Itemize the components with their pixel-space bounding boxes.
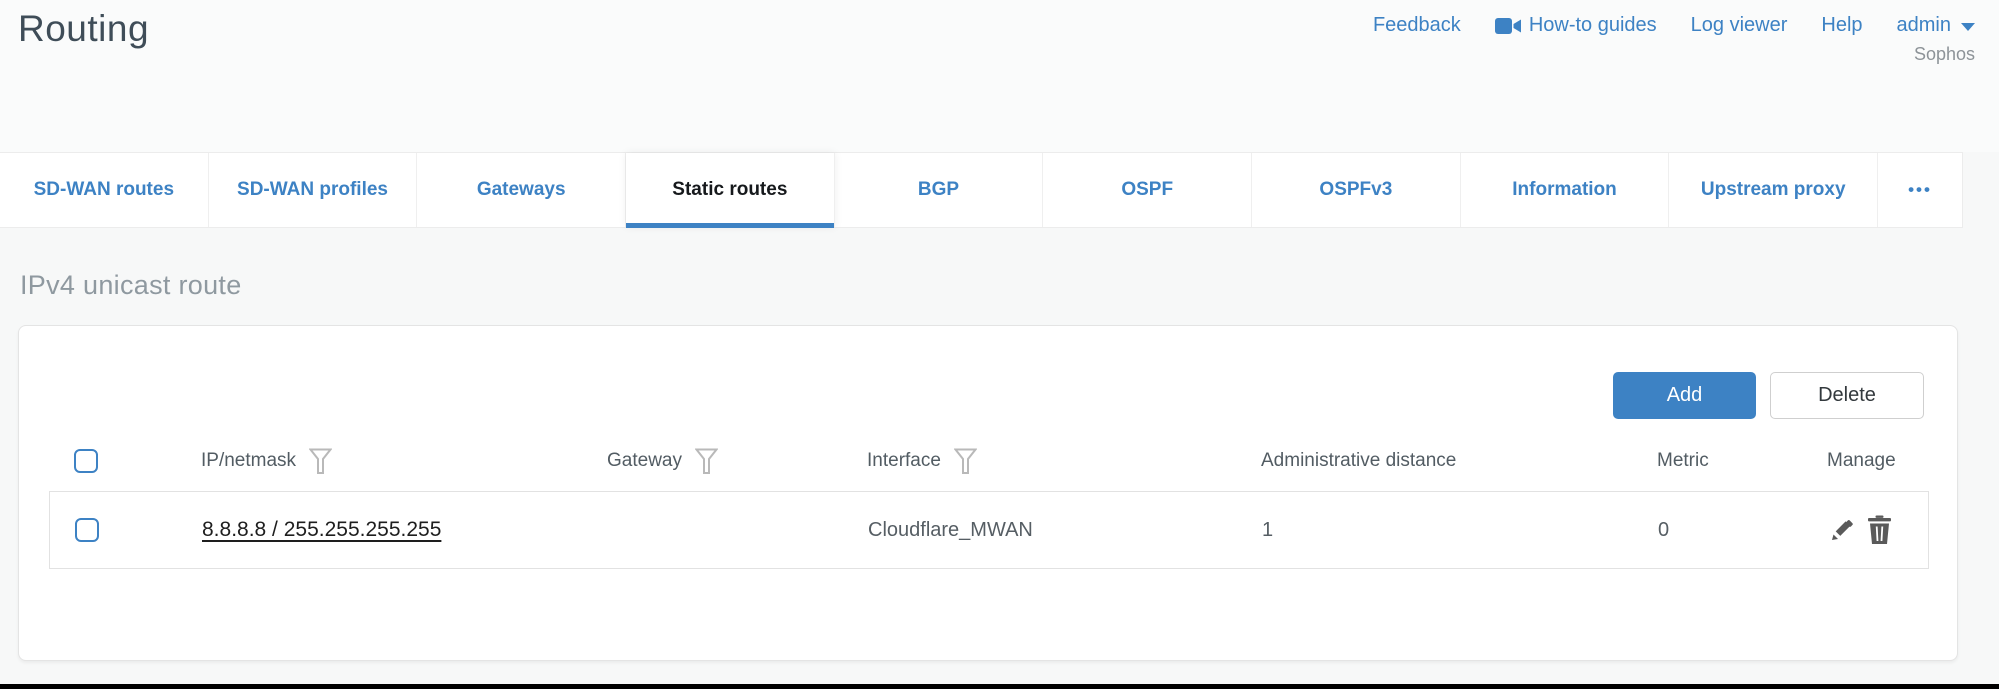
help-link[interactable]: Help [1821, 14, 1862, 37]
column-header-metric: Metric [1657, 450, 1709, 471]
chevron-down-icon [1961, 23, 1975, 31]
video-camera-icon [1494, 16, 1521, 36]
tab-ospfv3[interactable]: OSPFv3 [1252, 153, 1461, 227]
help-label: Help [1821, 14, 1863, 36]
tab-bgp[interactable]: BGP [835, 153, 1044, 227]
routes-panel: Add Delete IP/netmask Gateway [18, 325, 1958, 661]
filter-icon[interactable] [694, 448, 718, 475]
route-metric-value: 0 [1658, 518, 1670, 541]
route-interface-value: Cloudflare_MWAN [868, 518, 1033, 541]
table-row: 8.8.8.8 / 255.255.255.255 Cloudflare_MWA… [49, 491, 1929, 569]
tabs-more-button[interactable]: ••• [1908, 180, 1932, 199]
top-nav: Feedback How-to guides Log viewer Help a… [1373, 14, 1975, 65]
column-header-ip-netmask: IP/netmask [201, 450, 297, 471]
feedback-label: Feedback [1372, 14, 1461, 36]
page-title: Routing [18, 8, 150, 49]
howto-guides-link[interactable]: How-to guides [1494, 14, 1657, 37]
panel-toolbar: Add Delete [19, 326, 1957, 419]
row-checkbox[interactable] [75, 518, 99, 542]
column-header-interface: Interface [867, 450, 941, 471]
page-header: Routing Feedback How-to guides Log viewe… [0, 0, 1999, 152]
filter-icon[interactable] [309, 448, 333, 475]
tab-static-routes[interactable]: Static routes [626, 153, 835, 228]
delete-trash-icon[interactable] [1866, 515, 1893, 545]
filter-icon[interactable] [953, 448, 977, 475]
log-viewer-link[interactable]: Log viewer [1691, 14, 1788, 37]
add-button[interactable]: Add [1613, 372, 1756, 419]
section-title: IPv4 unicast route [20, 270, 242, 300]
admin-label: admin [1896, 14, 1951, 36]
tab-bar: SD-WAN routes SD-WAN profiles Gateways S… [0, 152, 1963, 228]
admin-menu[interactable]: admin [1897, 14, 1975, 37]
route-admin-distance-value: 1 [1262, 518, 1274, 541]
window-bottom-edge [0, 684, 1999, 689]
table-header: IP/netmask Gateway Interface [49, 431, 1929, 491]
brand-label: Sophos [1913, 44, 1975, 64]
tab-information[interactable]: Information [1461, 153, 1670, 227]
feedback-link[interactable]: Feedback [1373, 14, 1461, 37]
manage-actions [1828, 515, 1893, 545]
route-ip-netmask-link[interactable]: 8.8.8.8 / 255.255.255.255 [202, 518, 442, 541]
log-viewer-label: Log viewer [1690, 14, 1788, 36]
tab-ospf[interactable]: OSPF [1043, 153, 1253, 227]
tab-upstream-proxy[interactable]: Upstream proxy [1669, 153, 1879, 227]
tab-gateways[interactable]: Gateways [417, 153, 627, 227]
tab-sd-wan-profiles[interactable]: SD-WAN profiles [209, 153, 418, 227]
column-header-admin-distance: Administrative distance [1261, 450, 1457, 471]
column-header-manage: Manage [1827, 450, 1896, 471]
delete-button[interactable]: Delete [1770, 372, 1924, 419]
select-all-checkbox[interactable] [74, 449, 98, 473]
column-header-gateway: Gateway [607, 450, 682, 471]
tab-sd-wan-routes[interactable]: SD-WAN routes [0, 153, 209, 227]
content-area: IPv4 unicast route Add Delete IP/netmask… [0, 270, 1999, 661]
howto-guides-label: How-to guides [1528, 14, 1657, 36]
edit-pencil-icon[interactable] [1828, 516, 1856, 544]
